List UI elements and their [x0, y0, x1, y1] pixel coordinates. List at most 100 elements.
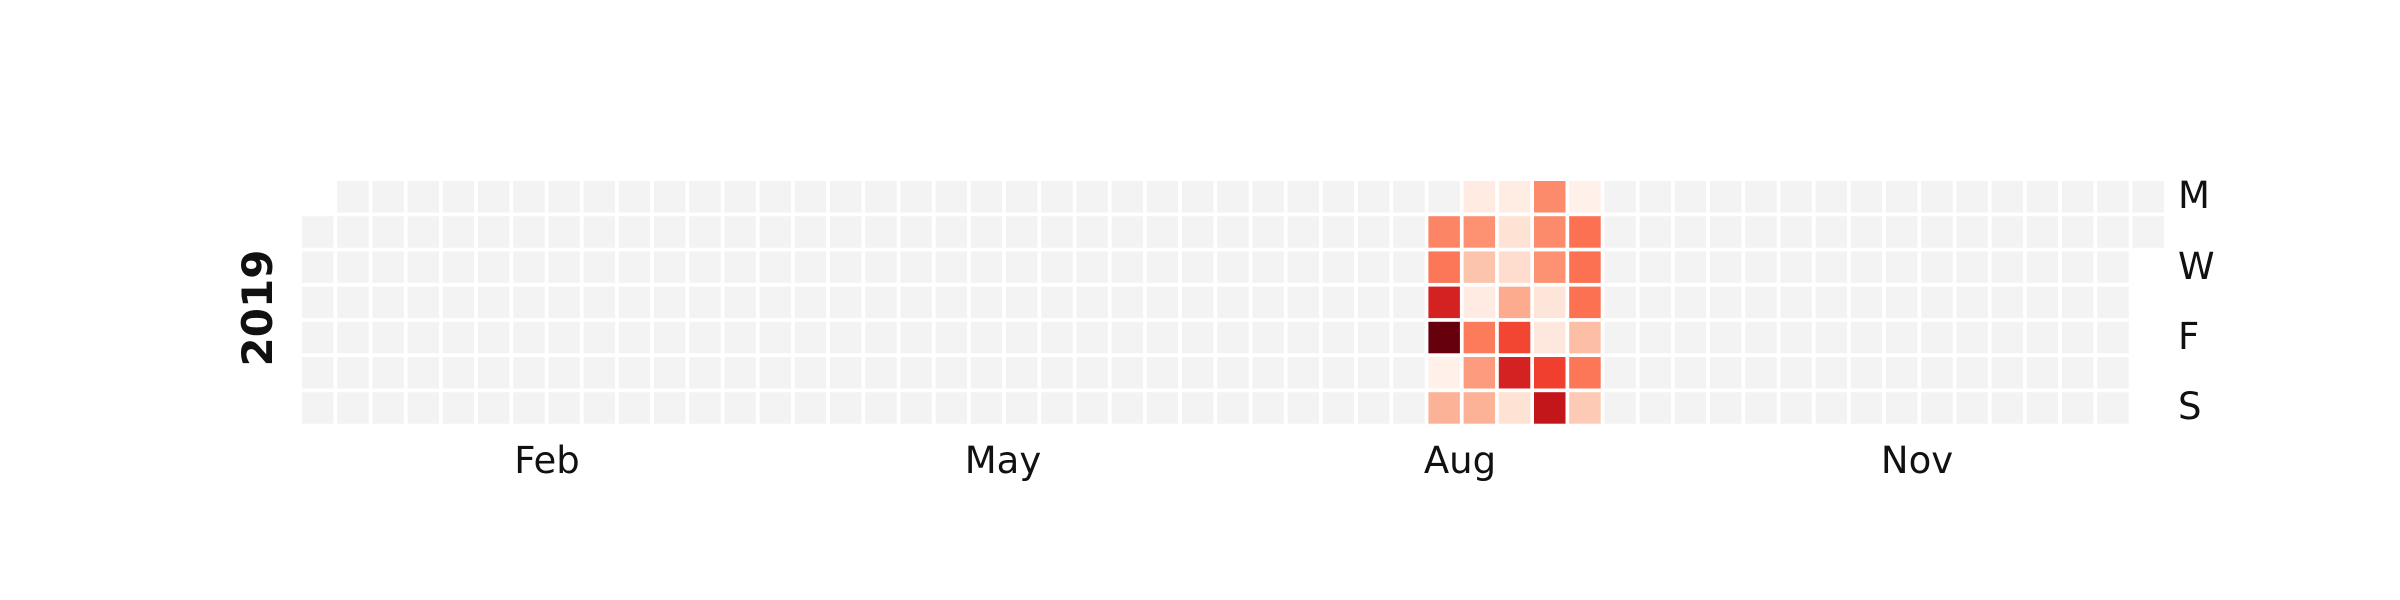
day-cell	[794, 392, 827, 424]
day-cell	[1886, 321, 1918, 354]
day-cell	[1006, 216, 1038, 248]
day-cell	[2132, 181, 2164, 213]
day-cell	[1076, 286, 1108, 319]
day-cell	[1182, 321, 1214, 354]
day-cell	[1674, 321, 1707, 354]
day-cell	[1498, 357, 1531, 389]
day-cell	[372, 216, 404, 248]
day-cell	[1182, 357, 1214, 389]
day-cell	[372, 181, 404, 213]
day-cell	[1674, 181, 1707, 213]
day-cell	[478, 392, 510, 424]
day-cell	[583, 181, 616, 213]
weekday-label-monday: M	[2178, 174, 2210, 217]
day-cell	[1217, 181, 1249, 213]
day-cell	[1815, 392, 1848, 424]
day-cell	[654, 216, 686, 248]
day-cell	[302, 392, 334, 424]
day-cell	[1569, 286, 1601, 319]
day-cell	[1956, 357, 1988, 389]
day-cell	[478, 251, 510, 283]
day-cell	[1850, 216, 1883, 248]
day-cell	[724, 216, 756, 248]
day-cell	[407, 181, 440, 213]
day-cell	[442, 251, 475, 283]
day-cell	[583, 216, 616, 248]
day-cell	[337, 321, 369, 354]
day-cell	[1534, 251, 1566, 283]
day-cell	[513, 286, 545, 319]
day-cell	[407, 357, 440, 389]
day-cell	[442, 392, 475, 424]
day-cell	[970, 286, 1003, 319]
day-cell	[1956, 181, 1988, 213]
day-cell	[830, 321, 862, 354]
day-cell	[1041, 181, 1073, 213]
day-cell	[337, 216, 369, 248]
day-cell	[1569, 251, 1601, 283]
day-cell	[1745, 181, 1777, 213]
day-cell	[1815, 216, 1848, 248]
day-cell	[830, 181, 862, 213]
day-cell	[1463, 216, 1496, 248]
day-cell	[1991, 181, 2024, 213]
day-cell	[1322, 216, 1355, 248]
day-cell	[759, 321, 792, 354]
day-cell	[407, 286, 440, 319]
day-cell	[1146, 286, 1179, 319]
day-cell	[1182, 251, 1214, 283]
day-cell	[794, 251, 827, 283]
day-cell	[442, 181, 475, 213]
day-cell	[1146, 321, 1179, 354]
day-cell	[442, 286, 475, 319]
day-cell	[2026, 251, 2059, 283]
day-cell	[2026, 357, 2059, 389]
day-cell	[970, 321, 1003, 354]
day-cell	[654, 321, 686, 354]
day-cell	[1393, 216, 1425, 248]
day-cell	[1569, 392, 1601, 424]
day-cell	[1006, 286, 1038, 319]
day-cell	[1710, 216, 1742, 248]
day-cell	[1780, 286, 1812, 319]
day-cell	[1393, 357, 1425, 389]
day-cell	[1006, 251, 1038, 283]
day-cell	[1745, 251, 1777, 283]
day-cell	[1428, 181, 1460, 213]
day-cell	[1639, 181, 1672, 213]
day-cell	[865, 392, 897, 424]
day-cell	[794, 286, 827, 319]
day-cell	[1358, 392, 1390, 424]
day-cell	[1498, 286, 1531, 319]
day-cell	[302, 216, 334, 248]
day-cell	[442, 321, 475, 354]
day-cell	[548, 251, 580, 283]
day-cell	[618, 181, 651, 213]
day-cell	[1604, 357, 1636, 389]
day-cell	[1498, 181, 1531, 213]
day-cell	[689, 181, 721, 213]
day-cell	[1498, 321, 1531, 354]
day-cell	[513, 357, 545, 389]
day-cell	[407, 321, 440, 354]
day-cell	[618, 321, 651, 354]
day-cell	[618, 392, 651, 424]
day-cell	[1252, 286, 1284, 319]
day-cell	[759, 251, 792, 283]
day-cell	[1041, 216, 1073, 248]
day-cell	[1569, 181, 1601, 213]
day-cell	[1146, 392, 1179, 424]
day-cell	[1428, 286, 1460, 319]
day-cell	[2097, 216, 2129, 248]
weekday-label-friday: F	[2178, 315, 2199, 358]
day-cell	[1428, 216, 1460, 248]
day-cell	[2062, 321, 2094, 354]
day-cell	[618, 286, 651, 319]
day-cell	[935, 392, 968, 424]
day-cell	[724, 392, 756, 424]
day-cell	[1463, 251, 1496, 283]
day-cell	[759, 216, 792, 248]
day-cell	[970, 181, 1003, 213]
day-cell	[900, 286, 932, 319]
